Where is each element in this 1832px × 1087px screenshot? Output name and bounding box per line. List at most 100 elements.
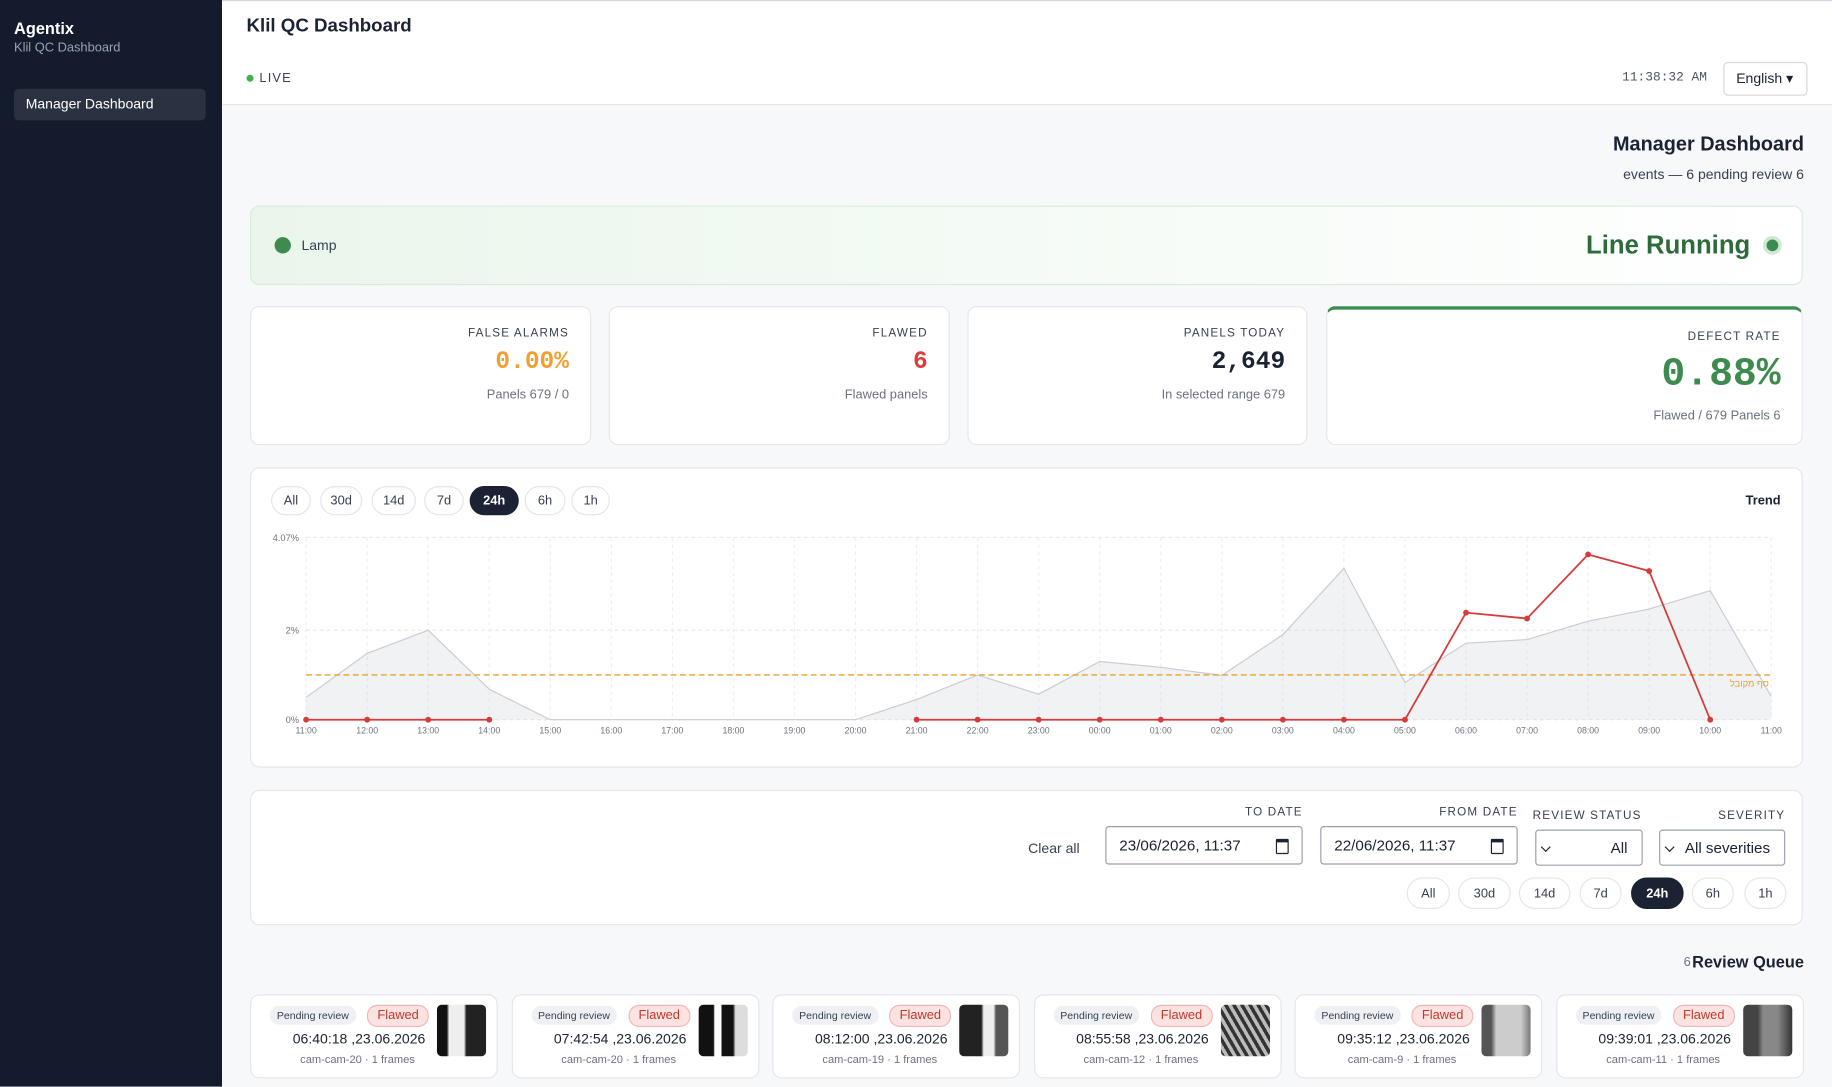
x-tick-label: 04:00 (1333, 726, 1355, 736)
point (1157, 716, 1164, 723)
status-pill: Pending review (269, 1005, 356, 1025)
kpi-label: FALSE ALARMS (467, 327, 569, 340)
event-source: cam-cam-11 · 1 frames (1606, 1053, 1721, 1067)
point (1463, 609, 1469, 616)
x-tick-label: 00:00 (1089, 726, 1111, 736)
event-time: 09:39:01 ,23.06.2026 (1598, 1030, 1731, 1047)
range-button[interactable]: All (1406, 877, 1450, 909)
event-source: cam-cam-19 · 1 frames (822, 1053, 938, 1067)
event-time: 09:35:12 ,23.06.2026 (1337, 1030, 1470, 1047)
event-source: cam-cam-12 · 1 frames (1083, 1053, 1199, 1067)
line-state: Line Running (1586, 230, 1751, 260)
kpi-value: 0.88% (1661, 352, 1781, 398)
field-value: All severities (1684, 838, 1771, 857)
date-input[interactable]: 22/06/2026, 11:37 (1320, 826, 1518, 865)
status-pill: Pending review (531, 1005, 617, 1025)
range-button[interactable]: 7d (424, 486, 464, 516)
clock: 11:38:32 AM (1622, 71, 1707, 86)
flawed-tag: Flawed (627, 1004, 691, 1027)
point (1402, 716, 1408, 723)
trend-chart: Trend 0% 2% 4.07% 11:00 12:00 13:00 14:00 15:00… (273, 493, 1782, 736)
range-button[interactable]: 24h (469, 486, 519, 516)
point (1707, 716, 1714, 723)
x-tick-label: 11:00 (1761, 726, 1782, 736)
event-time: 07:42:54 ,23.06.2026 (553, 1030, 687, 1047)
x-tick-label: 22:00 (967, 726, 989, 736)
range-button[interactable]: 30d (320, 486, 363, 516)
header (221, 0, 1832, 106)
point (1585, 551, 1592, 558)
live-dot (246, 74, 254, 82)
event-time: 08:12:00 ,23.06.2026 (815, 1030, 948, 1047)
kpi-label: PANELS TODAY (1183, 327, 1286, 340)
range-button[interactable]: 6h (524, 486, 566, 516)
event-time: 06:40:18 ,23.06.2026 (292, 1030, 426, 1047)
kpi-card (608, 306, 950, 446)
status-pill: Pending review (1053, 1005, 1140, 1025)
x-tick-label: 19:00 (784, 726, 806, 736)
range-button[interactable]: 6h (1691, 877, 1734, 909)
x-tick-label: 08:00 (1577, 726, 1599, 736)
x-tick-label: 10:00 (1699, 726, 1721, 736)
kpi-note: Flawed panels (844, 387, 928, 402)
field-value: All (1610, 838, 1628, 857)
page-subtitle: events — 6 pending review 6 (1623, 165, 1804, 183)
queue-title: Review Queue (1692, 952, 1804, 971)
language-select[interactable]: English ▾ (1723, 61, 1808, 96)
kpi-value: 0.00% (495, 349, 569, 377)
kpi-value: 6 (912, 349, 928, 377)
x-tick-label: 02:00 (1211, 726, 1233, 736)
x-tick-label: 14:00 (478, 726, 500, 736)
x-tick-label: 23:00 (1028, 726, 1050, 736)
kpi-note: In selected range 679 (1161, 387, 1286, 402)
range-button[interactable]: All (271, 486, 311, 516)
kpi-card (1326, 306, 1803, 446)
point (1646, 568, 1653, 574)
sidebar (0, 0, 222, 1087)
area-fill (306, 568, 1772, 720)
range-button[interactable]: 1h (571, 486, 610, 516)
point (1096, 716, 1103, 723)
status-pill: Pending review (1575, 1005, 1662, 1025)
kpi-value: 2,649 (1211, 349, 1286, 377)
range-button[interactable]: 24h (1631, 877, 1684, 909)
range-button[interactable]: 7d (1579, 877, 1622, 909)
date-input[interactable]: 23/06/2026, 11:37 (1105, 826, 1303, 865)
thumbnail (959, 1004, 1009, 1057)
point (1035, 716, 1042, 723)
clear-all[interactable]: Clear all (1028, 840, 1080, 857)
flawed-tag: Flawed (1672, 1004, 1735, 1027)
range-button[interactable]: 14d (371, 486, 416, 516)
select[interactable]: All severities (1659, 829, 1786, 866)
x-tick-label: 09:00 (1638, 726, 1660, 736)
point (1218, 716, 1225, 723)
select[interactable]: All (1535, 829, 1643, 866)
range-button[interactable]: 30d (1458, 877, 1511, 909)
live-status: LIVE (259, 71, 292, 86)
page-title: Manager Dashboard (1613, 133, 1804, 156)
header-title: Klil QC Dashboard (246, 16, 412, 37)
range-button[interactable]: 14d (1518, 877, 1571, 909)
kpi-card (967, 306, 1308, 446)
y-tick-label: 0% (286, 715, 299, 725)
x-tick-label: 18:00 (722, 726, 744, 736)
brand-subtitle: Klil QC Dashboard (14, 40, 121, 55)
calendar-icon (1490, 838, 1504, 855)
event-source: cam-cam-20 · 1 frames (300, 1053, 415, 1067)
kpi-label: FLAWED (872, 327, 928, 340)
event-source: cam-cam-9 · 1 frames (1347, 1053, 1457, 1067)
field-value: 22/06/2026, 11:37 (1334, 836, 1456, 855)
x-tick-label: 05:00 (1394, 726, 1416, 736)
filter-label: SEVERITY (1718, 809, 1786, 823)
range-button[interactable]: 1h (1744, 877, 1787, 909)
flawed-tag: Flawed (366, 1004, 430, 1027)
nav-item[interactable]: Manager Dashboard (14, 88, 206, 121)
y-tick-label: 2% (286, 626, 299, 636)
point (303, 716, 310, 723)
x-tick-label: 11:00 (295, 726, 316, 736)
x-tick-label: 16:00 (600, 726, 622, 736)
kpi-card (250, 306, 592, 446)
x-tick-label: 17:00 (661, 726, 683, 736)
